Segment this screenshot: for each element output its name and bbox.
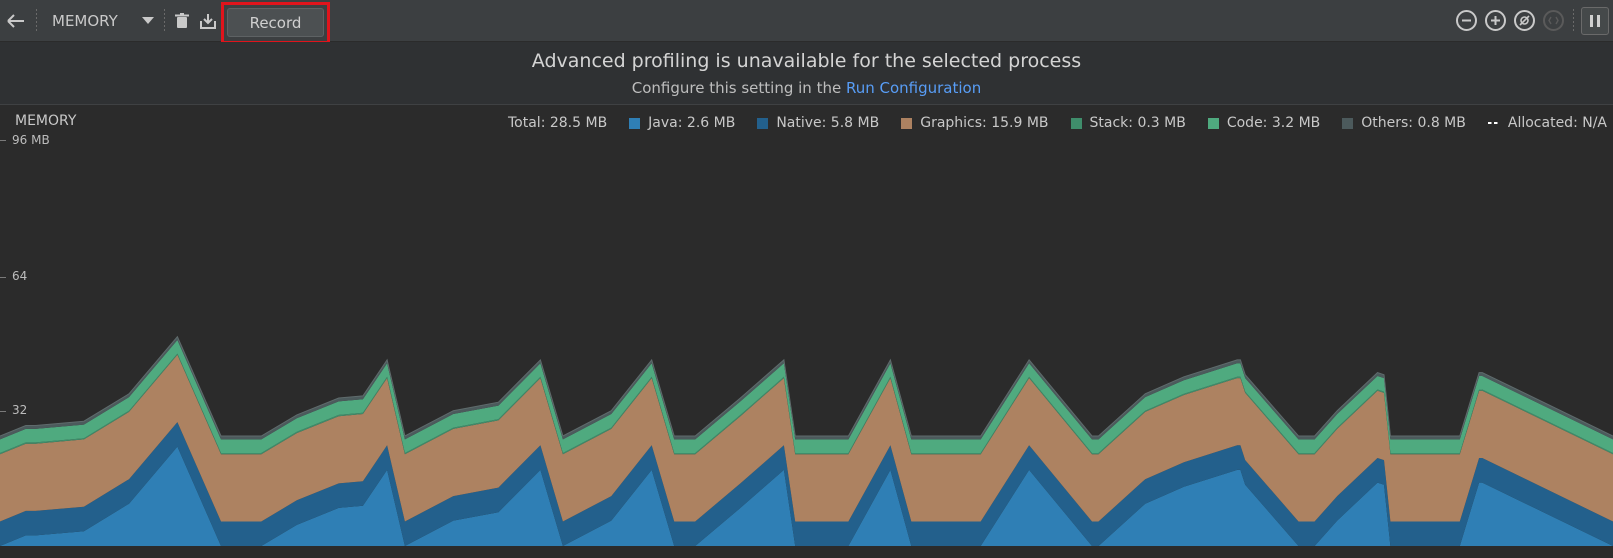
legend-label-graphics: Graphics: 15.9 MB (920, 115, 1049, 131)
memory-chart[interactable]: MEMORY Total: 28.5 MB Java: 2.6 MB Native:… (0, 106, 1613, 558)
legend-item-others: Others: 0.8 MB (1342, 115, 1466, 131)
legend-dash-allocated (1487, 122, 1500, 124)
reset-zoom-icon[interactable] (1514, 10, 1535, 31)
download-icon[interactable] (196, 8, 220, 34)
area-native (0, 422, 1613, 546)
legend-label-others: Others: 0.8 MB (1361, 115, 1466, 131)
profiler-dropdown-label: MEMORY (52, 12, 118, 30)
legend-item-code: Code: 3.2 MB (1207, 115, 1321, 131)
toolbar: MEMORY Record (0, 0, 1613, 44)
area-java (0, 446, 1613, 546)
total-outline (0, 335, 1613, 437)
legend-item-native: Native: 5.8 MB (757, 115, 879, 131)
legend-label-java: Java: 2.6 MB (648, 115, 736, 131)
legend-swatch-graphics (901, 117, 913, 129)
profiling-banner: Advanced profiling is unavailable for th… (0, 42, 1613, 105)
attach-icon[interactable] (1543, 10, 1564, 31)
toolbar-separator (164, 9, 165, 33)
chart-legend: Total: 28.5 MB Java: 2.6 MB Native: 5.8 MB… (508, 112, 1607, 134)
legend-item-total: Total: 28.5 MB (508, 115, 607, 131)
legend-swatch-native (757, 117, 769, 129)
area-graphics (0, 354, 1613, 522)
record-button-label: Record (249, 13, 302, 32)
record-button[interactable]: Record (227, 8, 324, 37)
toolbar-separator (36, 9, 37, 33)
y-tick-mark (0, 140, 6, 141)
legend-item-graphics: Graphics: 15.9 MB (901, 115, 1049, 131)
memory-area-plot (0, 335, 1613, 546)
legend-label-native: Native: 5.8 MB (776, 115, 880, 131)
legend-label-total: Total: 28.5 MB (508, 115, 608, 131)
arrow-left-icon[interactable] (4, 8, 28, 34)
profiler-dropdown[interactable]: MEMORY (48, 8, 158, 34)
legend-label-code: Code: 3.2 MB (1226, 115, 1321, 131)
y-tick-mark (0, 411, 6, 412)
legend-item-java: Java: 2.6 MB (629, 115, 735, 131)
legend-swatch-java (629, 117, 641, 129)
legend-item-allocated: Allocated: N/A (1487, 115, 1607, 131)
banner-sub: Configure this setting in the Run Config… (0, 79, 1613, 97)
chevron-down-icon (142, 17, 154, 24)
legend-swatch-code (1207, 117, 1219, 129)
banner-sub-prefix: Configure this setting in the (631, 79, 846, 97)
legend-item-stack: Stack: 0.3 MB (1070, 115, 1186, 131)
trash-icon[interactable] (170, 8, 194, 34)
toolbar-separator (1573, 9, 1574, 33)
legend-swatch-stack (1070, 117, 1082, 129)
legend-swatch-others (1342, 117, 1354, 129)
run-configuration-link[interactable]: Run Configuration (845, 79, 982, 97)
banner-message: Advanced profiling is unavailable for th… (531, 50, 1082, 72)
y-tick-label: 64 (12, 269, 28, 283)
y-tick-label: 96 MB (12, 133, 50, 147)
area-code (0, 340, 1613, 453)
chart-title: MEMORY (15, 113, 77, 129)
zoom-in-icon[interactable] (1485, 10, 1506, 31)
y-tick-label: 32 (12, 403, 28, 417)
legend-label-allocated: Allocated: N/A (1507, 115, 1607, 131)
zoom-out-icon[interactable] (1456, 10, 1477, 31)
pause-icon[interactable] (1581, 7, 1609, 35)
y-tick-mark (0, 277, 6, 278)
legend-label-stack: Stack: 0.3 MB (1089, 115, 1186, 131)
